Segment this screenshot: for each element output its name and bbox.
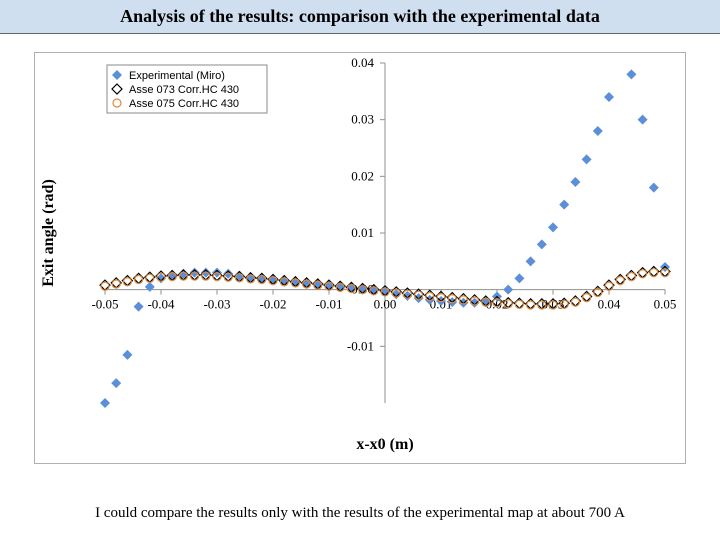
- chart-container: -0.05 -0.04 -0.03 -0.02 -0.01 0.00 0.01 0.02 0.0…: [34, 52, 686, 464]
- scatter-chart: -0.05 -0.04 -0.03 -0.02 -0.01 0.00 0.01 0.02 0.0…: [35, 53, 685, 463]
- svg-text:0.05: 0.05: [654, 297, 677, 312]
- svg-text:Asse 073 Corr.HC 430: Asse 073 Corr.HC 430: [129, 84, 239, 96]
- svg-text:0.03: 0.03: [351, 112, 374, 127]
- svg-text:-0.01: -0.01: [315, 297, 342, 312]
- svg-text:0.00: 0.00: [374, 297, 397, 312]
- svg-text:Exit angle (rad): Exit angle (rad): [40, 179, 57, 287]
- svg-text:0.01: 0.01: [351, 225, 374, 240]
- svg-text:-0.03: -0.03: [203, 297, 230, 312]
- page-title: Analysis of the results: comparison with…: [0, 0, 720, 34]
- svg-text:Asse 075 Corr.HC 430: Asse 075 Corr.HC 430: [129, 98, 239, 110]
- svg-text:0.02: 0.02: [351, 168, 374, 183]
- svg-text:-0.05: -0.05: [91, 297, 118, 312]
- svg-text:-0.02: -0.02: [259, 297, 286, 312]
- svg-text:0.04: 0.04: [351, 55, 374, 70]
- svg-text:-0.04: -0.04: [147, 297, 175, 312]
- svg-text:x-x0 (m): x-x0 (m): [356, 436, 413, 453]
- svg-text:Experimental (Miro): Experimental (Miro): [129, 70, 225, 82]
- svg-text:0.04: 0.04: [598, 297, 621, 312]
- footnote-text: I could compare the results only with th…: [0, 505, 720, 522]
- svg-text:-0.01: -0.01: [347, 338, 374, 353]
